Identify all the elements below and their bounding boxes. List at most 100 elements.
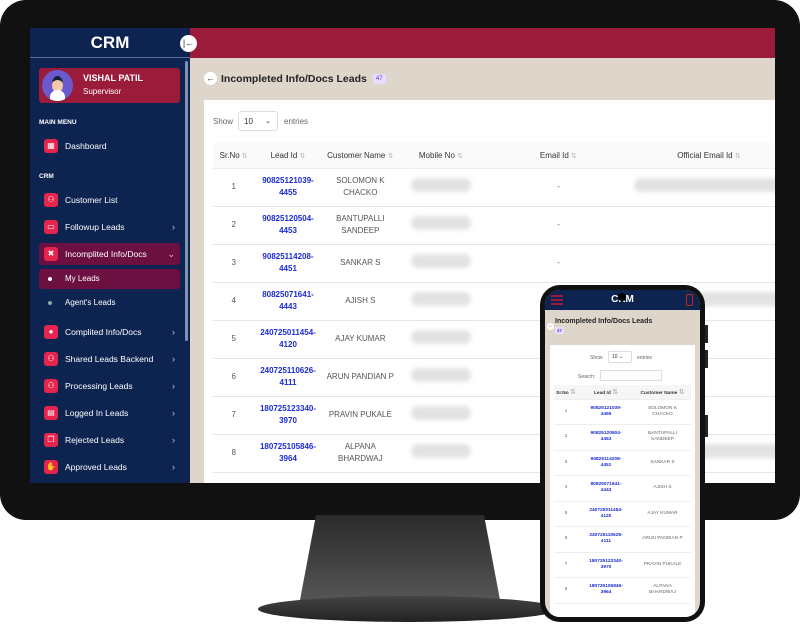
section-main-menu: MAIN MENU <box>39 119 77 126</box>
mobile-no <box>399 320 483 359</box>
column-header[interactable]: Sr.No ⇅ <box>213 143 255 169</box>
column-header[interactable]: Lead Id ⇅ <box>254 143 322 169</box>
column-header[interactable]: Mobile No ⇅ <box>399 143 483 169</box>
search-input[interactable] <box>600 370 662 381</box>
name-part: ARUN PANDIAN P <box>642 536 683 542</box>
lead-id-part: 4111 <box>279 378 297 387</box>
column-header[interactable]: Email Id ⇅ <box>482 143 634 169</box>
sr-no: 7 <box>213 396 255 435</box>
sidebar-subitem[interactable]: Agent's Leads <box>39 293 180 313</box>
phone-side-button <box>705 325 708 343</box>
lead-id-link[interactable]: 180725123340- 3970 <box>254 396 322 435</box>
column-header[interactable]: Sr.No ⇅ <box>554 385 578 400</box>
calendar-icon: ▭ <box>44 220 58 234</box>
name-part: PRAVIN PUKALE <box>643 561 682 567</box>
sort-icon[interactable]: ⇅ <box>571 152 577 160</box>
lead-id-part: 3964 <box>279 454 297 463</box>
sr-no: 1 <box>554 399 578 425</box>
sidebar-item[interactable]: ✖ Incomplited Info/Docs ⌄ <box>39 243 180 265</box>
back-arrow-icon[interactable]: ← <box>547 323 554 330</box>
lead-id-part: 4451 <box>279 264 297 273</box>
column-header[interactable]: Customer Name ⇅ <box>321 143 400 169</box>
sidebar-item[interactable]: ▤ Logged In Leads › <box>39 402 180 424</box>
lead-id-link[interactable]: 90825114208- 4451 <box>254 244 322 283</box>
mobile-no <box>399 434 483 473</box>
lead-id-part: 4443 <box>279 302 297 311</box>
sidebar-subitem[interactable]: My Leads <box>39 269 180 289</box>
redacted-email <box>633 178 775 192</box>
sitemap-icon: ⚇ <box>44 193 58 207</box>
name-part: AJAY KUMAR <box>335 334 386 343</box>
sort-icon[interactable]: ⇅ <box>734 152 741 160</box>
sidebar-item-label: Incomplited Info/Docs <box>65 249 147 259</box>
column-header[interactable]: Customer Name ⇅ <box>634 385 691 400</box>
sort-icon[interactable]: ⇅ <box>387 152 394 160</box>
sort-icon[interactable]: ⇅ <box>241 152 248 160</box>
lead-id-part: 240725011454- <box>260 328 316 337</box>
redacted-mobile <box>410 444 471 458</box>
entries-select[interactable]: 10 ⌄ <box>608 351 632 363</box>
lead-id-link[interactable]: 240725110626- 4111 <box>578 526 634 553</box>
lead-id-link[interactable]: 90825120504- 4453 <box>578 424 634 451</box>
lead-id-part: 4120 <box>279 340 297 349</box>
lead-id-link[interactable]: 180725123340- 3970 <box>578 552 634 578</box>
table-row: 7 180725123340- 3970 PRAVIN PUKALE <box>554 552 691 578</box>
lead-id-link[interactable]: 180725105846- 3964 <box>254 434 322 473</box>
sidebar-item[interactable]: ▭ Followup Leads › <box>39 216 180 238</box>
lead-id-part: 180725123340- <box>259 404 317 413</box>
sort-icon[interactable]: ⇅ <box>299 152 306 160</box>
collapse-sidebar-icon[interactable]: |← <box>180 35 197 52</box>
sort-icon[interactable]: ⇅ <box>570 388 576 396</box>
sidebar-item[interactable]: ⚇ Processing Leads › <box>39 375 180 397</box>
sort-icon[interactable]: ⇅ <box>457 152 463 160</box>
sidebar-item[interactable]: ⚇ Shared Leads Backend › <box>39 348 180 370</box>
back-arrow-icon[interactable]: ← <box>204 72 217 85</box>
sidebar-item[interactable]: ⚇ Customer List <box>39 189 180 211</box>
entries-value: 10 <box>244 117 253 126</box>
sidebar-item[interactable]: ❐ Rejected Leads › <box>39 429 180 451</box>
entries-select[interactable]: 10 ⌄ <box>238 111 278 131</box>
lead-id-part: 90825120504- <box>590 431 622 437</box>
lead-id-link[interactable]: 90825121039- 4455 <box>254 168 322 207</box>
lead-id-part: 240725110626- <box>260 366 316 375</box>
lead-id-link[interactable]: 80825071641- 4443 <box>578 475 634 502</box>
sidebar-item-label: Logged In Leads <box>65 408 129 418</box>
column-label: Sr.No <box>556 390 569 396</box>
lead-id-link[interactable]: 240725011454- 4120 <box>578 501 634 527</box>
sidebar-item[interactable]: ▦ Dashboard <box>39 135 180 157</box>
count-badge: 47 <box>372 73 386 84</box>
mobile-no <box>399 244 483 283</box>
show-label: Show <box>590 355 603 361</box>
column-header[interactable]: Lead Id ⇅ <box>578 385 634 400</box>
sidebar-item-label: Shared Leads Backend <box>65 354 154 364</box>
id-card-icon: ▤ <box>44 406 58 420</box>
lead-id-link[interactable]: 90825121039- 4455 <box>578 399 634 425</box>
sort-icon[interactable]: ⇅ <box>612 388 618 396</box>
table-row: 1 90825121039- 4455 SOLOMON K CHACKO <box>554 399 691 425</box>
chevron-down-icon: ⌄ <box>167 249 175 259</box>
sort-icon[interactable]: ⇅ <box>678 388 685 396</box>
sidebar-item[interactable]: ● Complited Info/Docs › <box>39 321 180 343</box>
hamburger-icon[interactable] <box>551 295 563 305</box>
lead-id-link[interactable]: 90825114208- 4451 <box>578 450 634 476</box>
user-card[interactable]: VISHAL PATIL Supervisor <box>39 68 180 103</box>
chevron-right-icon: › <box>172 222 175 232</box>
sidebar-subitem-label: My Leads <box>65 274 100 283</box>
lead-id-link[interactable]: 80825071641- 4443 <box>254 282 322 321</box>
sidebar-item[interactable]: ✋ Approved Leads › <box>39 456 180 478</box>
column-header[interactable]: Official Email Id ⇅ <box>633 143 775 169</box>
lead-id-link[interactable]: 90825120504- 4453 <box>254 206 322 245</box>
page-title: Incompleted Info/Docs Leads <box>221 72 367 85</box>
lead-id-part: 80825071641- <box>590 482 622 488</box>
lead-id-link[interactable]: 240725110626- 4111 <box>254 358 322 397</box>
lead-id-part: 90825121039- <box>262 176 314 185</box>
column-label: Customer Name <box>640 390 678 396</box>
sidebar-scrollbar[interactable] <box>185 61 188 341</box>
sr-no: 6 <box>213 358 255 397</box>
chevron-right-icon: › <box>172 462 175 472</box>
top-bar <box>190 28 775 58</box>
chevron-down-icon: ⌄ <box>265 118 271 125</box>
lead-id-link[interactable]: 180725105846- 3964 <box>578 577 634 604</box>
name-part: ALPANA <box>344 442 376 451</box>
lead-id-link[interactable]: 240725011454- 4120 <box>254 320 322 359</box>
